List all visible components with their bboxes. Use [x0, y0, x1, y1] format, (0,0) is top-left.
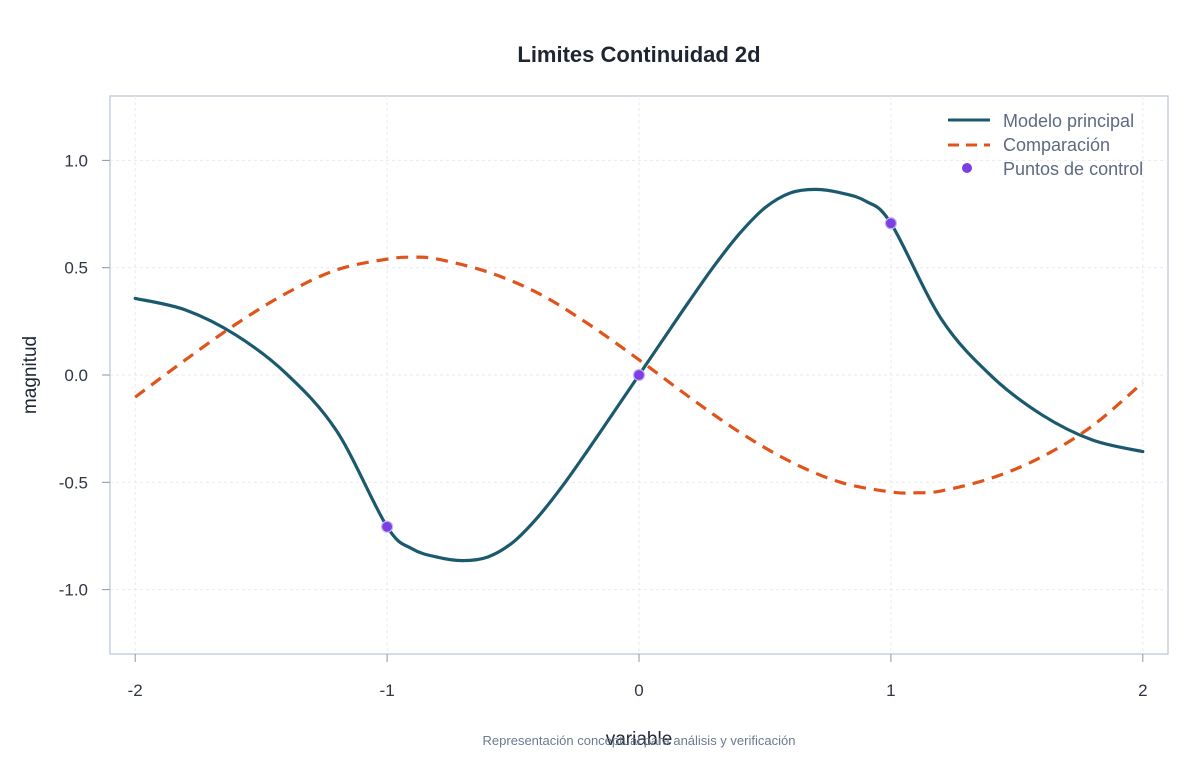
series-line-comparacion: [134, 255, 1144, 495]
y-axis-label: magnitud: [20, 336, 41, 414]
legend-swatch-puntos-de-control: [962, 163, 972, 173]
legend-label-comparacion: Comparación: [1003, 135, 1110, 155]
grid: [110, 96, 1168, 654]
legend: Modelo principal Comparación Puntos de c…: [948, 111, 1143, 179]
chart-title: Limites Continuidad 2d: [517, 42, 760, 67]
x-axis: -2 -1 0 1 2: [128, 654, 1148, 700]
x-tick-label: 0: [634, 681, 643, 700]
control-point: [884, 217, 898, 230]
control-points: [380, 217, 898, 533]
x-tick-label: -2: [128, 681, 143, 700]
control-point: [380, 520, 394, 533]
y-tick-label: 1.0: [64, 151, 88, 170]
legend-label-puntos-de-control: Puntos de control: [1003, 159, 1143, 179]
y-tick-label: -1.0: [59, 581, 88, 600]
control-point: [632, 368, 646, 382]
y-tick-label: -0.5: [59, 473, 88, 492]
x-axis-label: variable: [606, 729, 673, 750]
y-axis: -1.0 -0.5 0.0 0.5 1.0: [59, 151, 110, 600]
y-tick-label: 0.0: [64, 366, 88, 385]
x-tick-label: -1: [380, 681, 395, 700]
x-tick-label: 1: [886, 681, 895, 700]
x-tick-label: 2: [1138, 681, 1147, 700]
legend-label-modelo-principal: Modelo principal: [1003, 111, 1134, 131]
chart-caption: Representación conceptual para análisis …: [483, 733, 796, 748]
y-tick-label: 0.5: [64, 259, 88, 278]
